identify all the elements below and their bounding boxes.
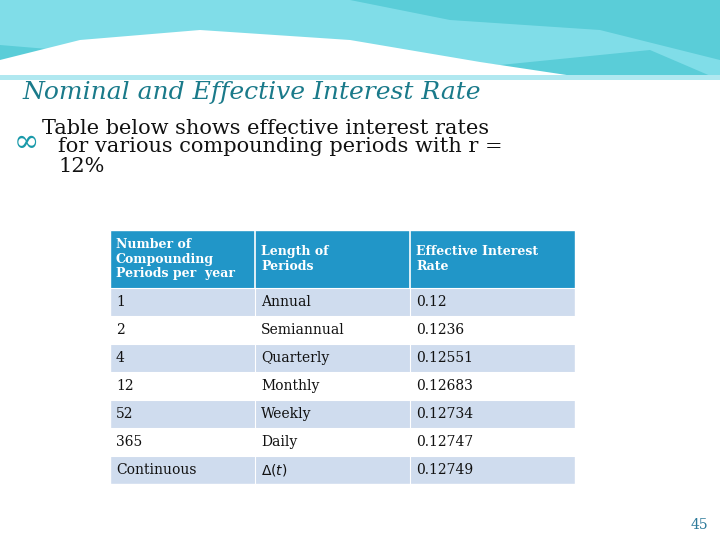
- Text: Daily: Daily: [261, 435, 297, 449]
- Text: Monthly: Monthly: [261, 379, 320, 393]
- Text: 12: 12: [116, 379, 134, 393]
- Polygon shape: [0, 75, 720, 80]
- Text: Table below shows effective interest rates: Table below shows effective interest rat…: [42, 118, 489, 138]
- Bar: [110, 316, 575, 344]
- Text: 1: 1: [116, 295, 125, 309]
- Text: 2: 2: [116, 323, 125, 337]
- Text: Annual: Annual: [261, 295, 311, 309]
- Text: 0.12749: 0.12749: [416, 463, 473, 477]
- Bar: [110, 344, 575, 372]
- Text: 4: 4: [116, 351, 125, 365]
- Bar: [110, 428, 575, 456]
- Text: Weekly: Weekly: [261, 407, 312, 421]
- Text: Number of
Compounding
Periods per  year: Number of Compounding Periods per year: [116, 238, 235, 280]
- Bar: [110, 288, 575, 316]
- Text: for various compounding periods with r =: for various compounding periods with r =: [58, 138, 503, 157]
- Text: 0.12747: 0.12747: [416, 435, 473, 449]
- Bar: [0, 75, 720, 540]
- Bar: [110, 230, 575, 288]
- Text: 0.1236: 0.1236: [416, 323, 464, 337]
- Bar: [110, 372, 575, 400]
- Text: 12%: 12%: [58, 157, 104, 176]
- Bar: [110, 400, 575, 428]
- Bar: [110, 230, 575, 484]
- Text: 0.12: 0.12: [416, 295, 446, 309]
- Text: Nominal and Effective Interest Rate: Nominal and Effective Interest Rate: [22, 80, 480, 104]
- Text: Continuous: Continuous: [116, 463, 197, 477]
- Text: Quarterly: Quarterly: [261, 351, 329, 365]
- Text: ∞: ∞: [14, 126, 40, 158]
- Text: 0.12734: 0.12734: [416, 407, 473, 421]
- Text: 0.12551: 0.12551: [416, 351, 473, 365]
- Polygon shape: [0, 30, 720, 125]
- Text: 365: 365: [116, 435, 143, 449]
- Text: $\Delta(t)$: $\Delta(t)$: [261, 462, 287, 478]
- Polygon shape: [350, 0, 720, 60]
- Text: Semiannual: Semiannual: [261, 323, 345, 337]
- Text: Effective Interest
Rate: Effective Interest Rate: [416, 245, 538, 273]
- Bar: [110, 456, 575, 484]
- Polygon shape: [0, 0, 720, 80]
- Text: 0.12683: 0.12683: [416, 379, 473, 393]
- Text: 45: 45: [690, 518, 708, 532]
- Text: 52: 52: [116, 407, 133, 421]
- Polygon shape: [0, 0, 720, 120]
- Text: Length of
Periods: Length of Periods: [261, 245, 328, 273]
